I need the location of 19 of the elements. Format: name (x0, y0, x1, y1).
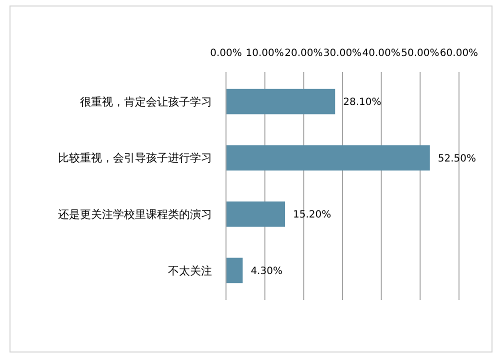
data-label: 28.10% (343, 97, 382, 108)
y-tick-label: 很重视，肯定会让孩子学习 (80, 95, 212, 108)
x-tick-label: 10.00% (246, 48, 284, 59)
bar (226, 145, 430, 171)
x-tick-label: 60.00% (440, 48, 478, 59)
y-tick-label: 比较重视，会引导孩子进行学习 (58, 152, 212, 165)
x-tick-label: 20.00% (284, 48, 323, 59)
bar (226, 88, 336, 114)
x-tick-label: 50.00% (401, 48, 440, 59)
data-label: 4.30% (250, 266, 282, 277)
x-tick-label: 40.00% (362, 48, 400, 59)
y-tick-label: 还是更关注学校里课程类的演习 (58, 208, 212, 221)
bar (226, 258, 243, 284)
x-tick-label: 0.00% (210, 48, 242, 59)
data-label: 15.20% (293, 210, 332, 221)
data-label: 52.50% (438, 153, 476, 164)
bar (226, 201, 286, 227)
y-tick-label: 不太关注 (168, 264, 212, 278)
x-tick-label: 30.00% (323, 48, 362, 59)
